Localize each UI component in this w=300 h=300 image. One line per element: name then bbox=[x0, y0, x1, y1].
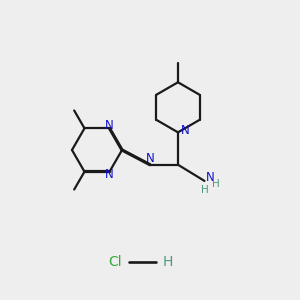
Text: Cl: Cl bbox=[108, 255, 122, 269]
Text: N: N bbox=[146, 152, 154, 165]
Text: H: H bbox=[163, 255, 173, 269]
Text: N: N bbox=[206, 171, 214, 184]
Text: H: H bbox=[201, 185, 208, 195]
Text: N: N bbox=[181, 124, 190, 137]
Text: N: N bbox=[105, 119, 114, 133]
Text: H: H bbox=[212, 179, 220, 189]
Text: N: N bbox=[105, 167, 114, 181]
